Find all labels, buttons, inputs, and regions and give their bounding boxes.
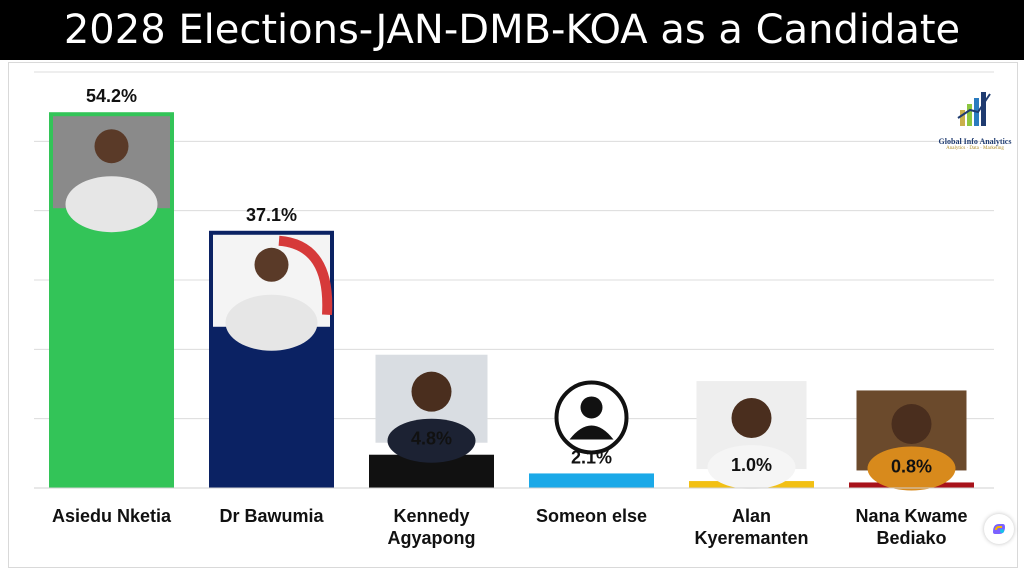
bar-3 [529, 473, 654, 488]
category-label-3: Someon else [536, 506, 647, 526]
candidate-photo-5 [856, 390, 967, 491]
chart-title-bar: 2028 Elections-JAN-DMB-KOA as a Candidat… [0, 0, 1024, 60]
copilot-logo-icon [993, 524, 1005, 534]
person-silhouette-icon [554, 380, 629, 455]
value-label-4: 1.0% [731, 455, 772, 475]
chart-title: 2028 Elections-JAN-DMB-KOA as a Candidat… [63, 7, 961, 53]
category-label-0: Asiedu Nketia [52, 506, 172, 526]
category-label-4: Alan Kyeremanten [694, 506, 808, 548]
value-label-2: 4.8% [411, 429, 452, 449]
logo-tagline: Analytics · Data · Marketing [946, 146, 1004, 151]
global-info-analytics-logo: Global Info Analytics Analytics · Data ·… [930, 88, 1020, 158]
category-label-2: Kennedy Agyapong [388, 506, 476, 548]
chart-frame [8, 62, 1018, 568]
candidate-photo-1 [213, 234, 333, 351]
copilot-icon[interactable] [984, 514, 1014, 544]
value-label-3: 2.1% [571, 447, 612, 467]
candidate-photo-0 [53, 116, 170, 233]
candidate-photo-4 [696, 381, 807, 490]
value-label-1: 37.1% [246, 205, 297, 225]
value-label-5: 0.8% [891, 456, 932, 476]
candidate-photo-2 [375, 354, 488, 463]
category-label-1: Dr Bawumia [219, 506, 324, 526]
value-label-0: 54.2% [86, 86, 137, 106]
logo-name: Global Info Analytics [938, 137, 1012, 146]
category-label-5: Nana Kwame Bediako [855, 506, 967, 548]
logo-bars-icon [957, 92, 991, 126]
